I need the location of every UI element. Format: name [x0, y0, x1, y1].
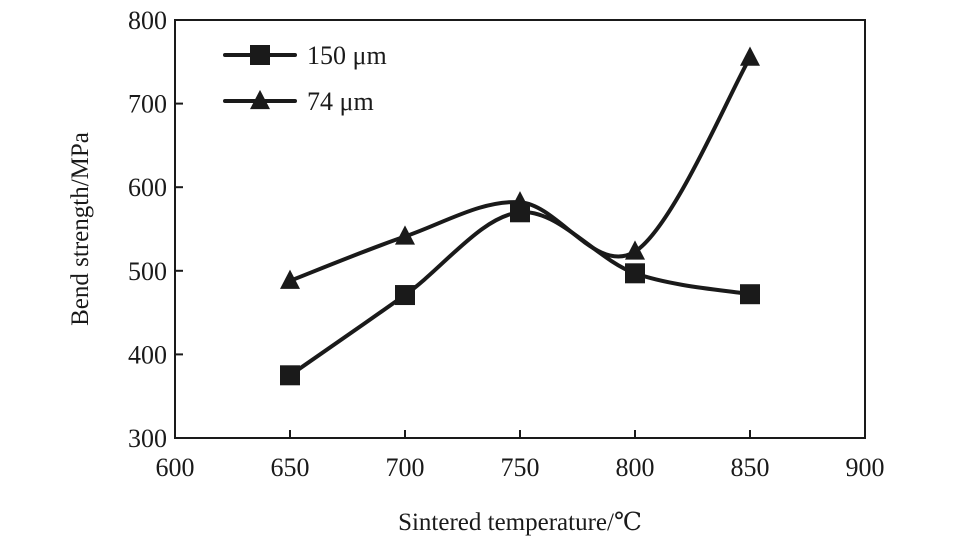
legend-label: 74 μm — [307, 87, 374, 116]
series-square — [280, 202, 760, 386]
y-axis-title: Bend strength/MPa — [67, 132, 94, 326]
series-line — [288, 55, 752, 283]
axis-ticks: 600 650 700 750 800 850 900 300 400 500 600 700 800 — [128, 6, 885, 482]
data-point — [280, 365, 300, 386]
series-line — [288, 210, 752, 378]
x-tick-label: 800 — [616, 453, 655, 482]
legend: 150 μm 74 μm — [223, 41, 387, 116]
x-tick-label: 700 — [386, 453, 425, 482]
legend-label: 150 μm — [307, 41, 387, 70]
series-layer — [280, 46, 760, 386]
data-point — [740, 46, 760, 66]
data-point — [740, 284, 760, 305]
y-tick-label: 500 — [128, 257, 167, 286]
legend-marker — [250, 89, 270, 110]
data-point — [625, 240, 645, 260]
data-point — [510, 191, 530, 211]
legend-item: 150 μm — [223, 41, 387, 70]
x-tick-label: 900 — [846, 453, 885, 482]
plot-frame — [174, 19, 866, 439]
x-axis-title: Sintered temperature/℃ — [398, 509, 642, 536]
series-triangle — [280, 46, 760, 289]
data-point — [395, 285, 415, 306]
x-tick-label: 650 — [271, 453, 310, 482]
x-tick-label: 850 — [731, 453, 770, 482]
legend-marker — [250, 45, 270, 65]
y-tick-label: 700 — [128, 90, 167, 119]
legend-item: 74 μm — [223, 87, 374, 116]
x-tick-label: 600 — [156, 453, 195, 482]
y-tick-label: 400 — [128, 340, 167, 369]
x-tick-label: 750 — [501, 453, 540, 482]
y-tick-label: 600 — [128, 173, 167, 202]
y-tick-label: 300 — [128, 424, 167, 453]
y-tick-label: 800 — [128, 6, 167, 35]
data-point — [625, 263, 645, 284]
data-point — [280, 269, 300, 289]
data-point — [395, 225, 415, 245]
